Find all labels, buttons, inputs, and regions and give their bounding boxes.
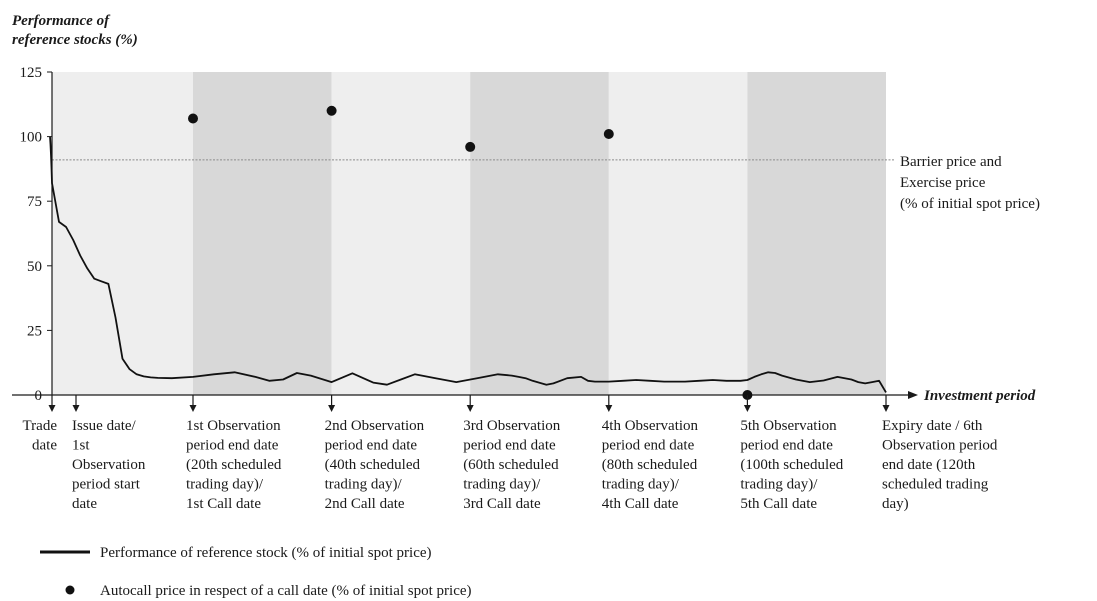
barrier-label-line-2: Exercise price bbox=[900, 175, 986, 191]
event-label-2-line-5: date bbox=[72, 496, 97, 512]
x-axis-arrowhead bbox=[908, 391, 918, 399]
event-label-6-line-3: (80th scheduled bbox=[602, 457, 698, 473]
autocall-point-5 bbox=[603, 129, 614, 140]
event-label-5-line-3: (60th scheduled bbox=[463, 457, 559, 473]
event-arrow-head-6 bbox=[605, 405, 613, 412]
event-label-6-line-2: period end date bbox=[602, 438, 695, 454]
y-axis-title-line-1: Performance of bbox=[12, 13, 111, 29]
event-arrow-head-2 bbox=[72, 405, 80, 412]
event-label-7-line-4: trading day)/ bbox=[740, 477, 818, 493]
event-label-5-line-4: trading day)/ bbox=[463, 477, 541, 493]
event-label-8-line-4: scheduled trading bbox=[882, 477, 989, 493]
observation-period-bands bbox=[52, 72, 886, 395]
series-group bbox=[49, 105, 887, 400]
event-label-8-line-2: Observation period bbox=[882, 438, 998, 454]
event-label-3-line-5: 1st Call date bbox=[186, 496, 261, 512]
event-arrow-head-5 bbox=[466, 405, 474, 412]
event-label-3-line-4: trading day)/ bbox=[186, 477, 264, 493]
chart-labels: Performance of reference stocks (%) Invest… bbox=[12, 13, 1036, 404]
period-band-5 bbox=[608, 72, 748, 395]
event-label-3-line-3: (20th scheduled bbox=[186, 457, 282, 473]
event-label-8-line-1: Expiry date / 6th bbox=[882, 418, 983, 434]
period-band-2 bbox=[193, 72, 332, 395]
event-arrow-head-1 bbox=[48, 405, 56, 412]
event-label-3-line-1: 1st Observation bbox=[186, 418, 281, 434]
autocall-point-4 bbox=[465, 141, 476, 152]
axes: 0 25 50 75 100 125 bbox=[12, 65, 918, 404]
event-markers: Trade date Issue date/1st Observation period… bbox=[23, 395, 998, 512]
event-label-4-line-1: 2nd Observation bbox=[325, 418, 425, 434]
event-label-5-line-1: 3rd Observation bbox=[463, 418, 561, 434]
event-label-8-line-5: day) bbox=[882, 496, 909, 512]
event-label-6-line-1: 4th Observation bbox=[602, 418, 699, 434]
event-label-3-line-2: period end date bbox=[186, 438, 279, 454]
event-label-4-line-5: 2nd Call date bbox=[325, 496, 405, 512]
event-arrow-head-3 bbox=[189, 405, 197, 412]
y-axis-title-line-2: reference stocks (%) bbox=[12, 32, 138, 48]
y-tick-label-25: 25 bbox=[27, 323, 42, 339]
event-label-6-line-4: trading day)/ bbox=[602, 477, 680, 493]
y-tick-label-100: 100 bbox=[20, 130, 43, 146]
x-axis-title: Investment period bbox=[923, 388, 1036, 404]
event-label-4-line-3: (40th scheduled bbox=[325, 457, 421, 473]
autocall-point-2 bbox=[188, 113, 198, 124]
event-label-7-line-5: 5th Call date bbox=[740, 496, 817, 512]
autocall-point-3 bbox=[326, 105, 337, 116]
period-band-4 bbox=[470, 72, 609, 395]
event-arrow-head-7 bbox=[743, 405, 751, 412]
legend-dot-swatch bbox=[65, 585, 75, 595]
y-tick-label-125: 125 bbox=[20, 65, 43, 81]
event-label-2-line-4: period start bbox=[72, 477, 141, 493]
barrier-label-line-1: Barrier price and bbox=[900, 154, 1002, 170]
event-label-5-line-5: 3rd Call date bbox=[463, 496, 541, 512]
event-label-7-line-3: (100th scheduled bbox=[740, 457, 843, 473]
event-label-2-line-3: Observation bbox=[72, 457, 146, 473]
performance-line bbox=[49, 136, 887, 393]
event-label-2-line-2: 1st bbox=[72, 438, 90, 454]
barrier-line-group: Barrier price and Exercise price (% of ini… bbox=[52, 154, 1040, 212]
event-arrow-head-4 bbox=[328, 405, 336, 412]
event-label-2-line-1: Issue date/ bbox=[72, 418, 137, 434]
y-tick-label-75: 75 bbox=[27, 194, 42, 210]
event-arrow-head-8 bbox=[882, 405, 890, 412]
period-band-1 bbox=[52, 72, 193, 395]
y-tick-label-0: 0 bbox=[35, 388, 43, 404]
event-label-1-line-1: Trade bbox=[23, 418, 58, 434]
event-label-5-line-2: period end date bbox=[463, 438, 556, 454]
event-label-4-line-2: period end date bbox=[325, 438, 418, 454]
period-band-6 bbox=[747, 72, 886, 395]
legend-label-performance: Performance of reference stock (% of ini… bbox=[100, 545, 432, 561]
period-band-3 bbox=[331, 72, 471, 395]
event-label-6-line-5: 4th Call date bbox=[602, 496, 679, 512]
event-label-8-line-3: end date (120th bbox=[882, 457, 976, 473]
legend: Performance of reference stock (% of ini… bbox=[40, 545, 472, 599]
y-tick-label-50: 50 bbox=[27, 259, 42, 275]
barrier-label-line-3: (% of initial spot price) bbox=[900, 196, 1040, 212]
event-label-4-line-4: trading day)/ bbox=[325, 477, 403, 493]
event-label-7-line-1: 5th Observation bbox=[740, 418, 837, 434]
event-label-1-line-2: date bbox=[32, 438, 57, 454]
event-label-7-line-2: period end date bbox=[740, 438, 833, 454]
legend-label-autocall: Autocall price in respect of a call date… bbox=[100, 583, 472, 599]
